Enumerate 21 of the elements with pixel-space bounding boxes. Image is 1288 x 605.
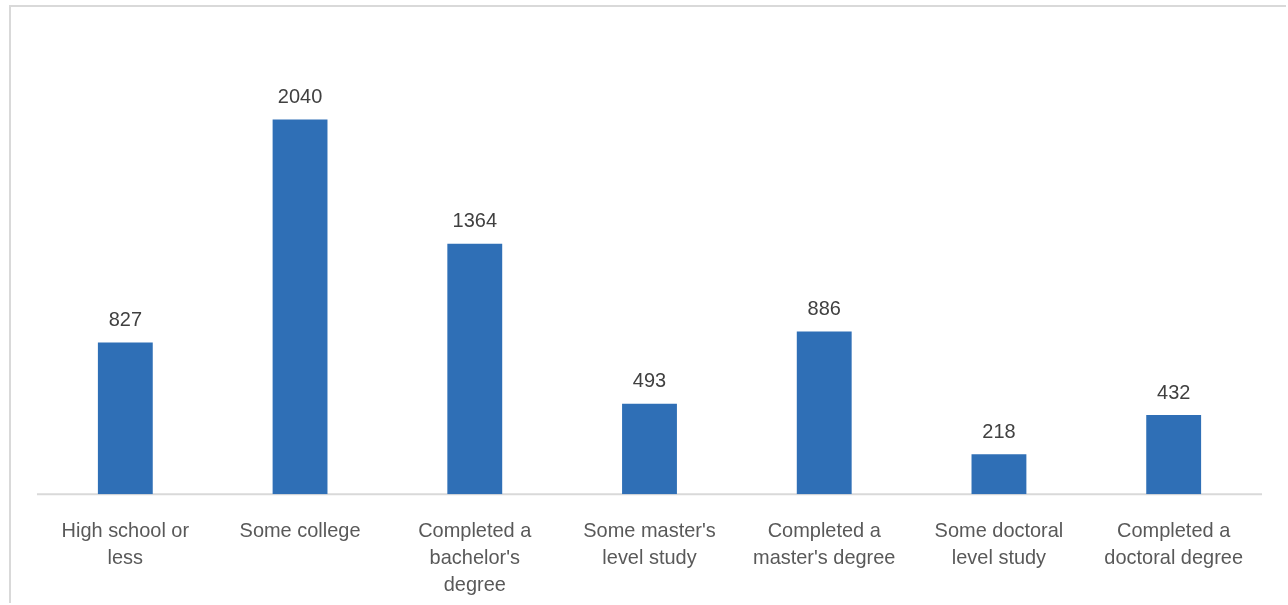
data-label: 493 bbox=[632, 369, 667, 392]
x-tick-label: Completed a doctoral degree bbox=[1104, 519, 1244, 569]
bar bbox=[971, 454, 1027, 495]
data-label: 432 bbox=[1157, 380, 1191, 403]
data-label: 2040 bbox=[277, 85, 323, 108]
x-tick-label: Completed a bachelor's degree bbox=[418, 519, 533, 596]
x-tick-label: Completed a master's degree bbox=[753, 519, 896, 569]
bar bbox=[1146, 414, 1202, 495]
bar bbox=[272, 119, 328, 495]
x-tick-label: Some college bbox=[239, 519, 361, 542]
data-label: 218 bbox=[982, 419, 1016, 442]
x-tick-label: Some doctoral level study bbox=[934, 519, 1064, 569]
data-label: 886 bbox=[807, 297, 841, 320]
bar bbox=[796, 331, 852, 495]
bar bbox=[622, 403, 677, 495]
data-label: 827 bbox=[108, 307, 142, 330]
bar bbox=[97, 342, 153, 495]
data-label: 1364 bbox=[452, 209, 497, 232]
x-tick-label: High school or less bbox=[61, 519, 190, 569]
bar bbox=[447, 243, 503, 495]
x-tick-label: Some master's level study bbox=[583, 519, 716, 569]
